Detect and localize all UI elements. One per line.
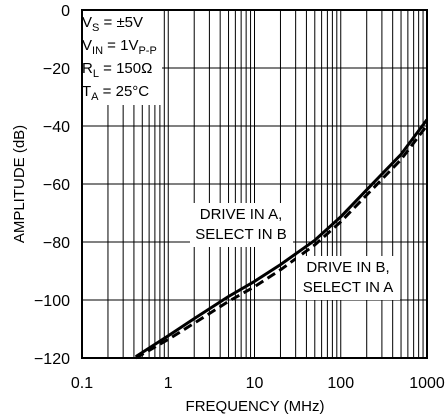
- x-axis-label: FREQUENCY (MHz): [186, 398, 325, 415]
- plot-frame: [81, 9, 428, 359]
- conditions-background: [76, 10, 162, 105]
- x-tick-label: 100: [327, 375, 354, 392]
- condition-line: RL = 150Ω: [82, 60, 152, 80]
- x-tick-label: 0.1: [71, 375, 93, 392]
- x-tick-label: 1: [164, 375, 173, 392]
- annotation-drive-b: DRIVE IN B, SELECT IN A: [296, 256, 400, 300]
- tick-labels: 0.1 1 10 100 1000 0 −20 −40 −60 −80 −100 −120: [34, 3, 445, 392]
- y-tick-label: −20: [43, 61, 70, 78]
- condition-line: VIN = 1VP-P: [82, 37, 157, 57]
- y-tick-label: −100: [34, 293, 70, 310]
- condition-line: TA = 25°C: [82, 83, 149, 103]
- x-tick-label: 10: [246, 375, 264, 392]
- annotation-drive-b-background: [296, 256, 400, 300]
- y-tick-label: −40: [43, 119, 70, 136]
- x-tick-label: 1000: [409, 375, 445, 392]
- annotation-drive-a-background: [190, 203, 293, 247]
- y-tick-label: 0: [61, 3, 70, 20]
- y-tick-label: −60: [43, 177, 70, 194]
- annotation-text: SELECT IN A: [303, 279, 394, 296]
- series-line-solid: [134, 118, 429, 358]
- y-axis-label: AMPLITUDE (dB): [11, 125, 28, 243]
- annotation-text: DRIVE IN B,: [306, 259, 389, 276]
- y-tick-label: −80: [43, 235, 70, 252]
- y-tick-label: −120: [34, 351, 70, 368]
- series-line-dashed: [135, 124, 429, 360]
- conditions-box: VS = ±5V VIN = 1VP-P RL = 150Ω TA = 25°C: [76, 10, 162, 105]
- annotation-text: SELECT IN B: [195, 226, 286, 243]
- series-layer: [134, 118, 429, 360]
- annotation-drive-a: DRIVE IN A, SELECT IN B: [190, 203, 293, 247]
- annotation-text: DRIVE IN A,: [200, 206, 283, 223]
- condition-line: VS = ±5V: [82, 14, 143, 34]
